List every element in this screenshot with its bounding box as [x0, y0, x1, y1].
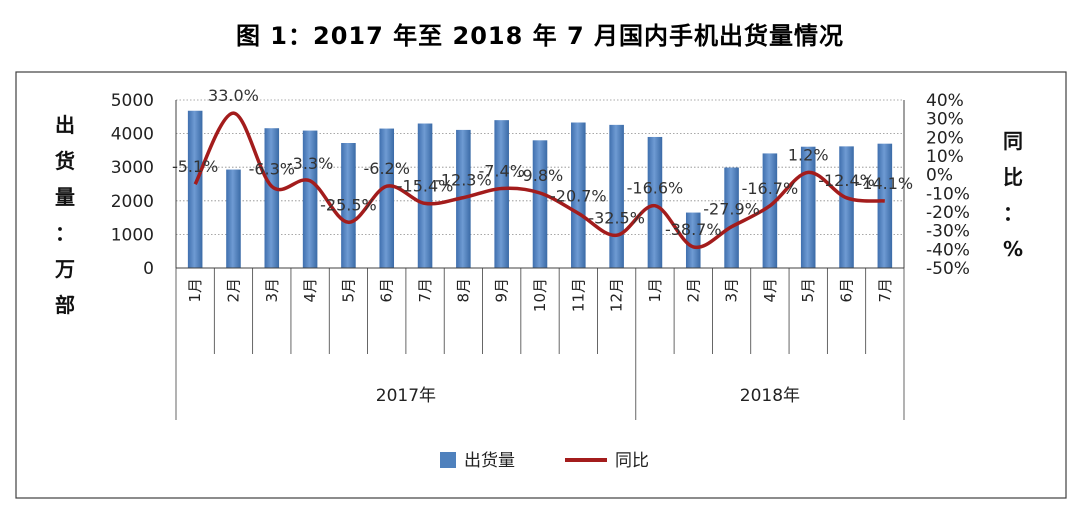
data-label-yoy: -3.3%	[287, 154, 333, 173]
legend-label-bar: 出货量	[464, 451, 515, 471]
bar-shipment	[187, 110, 203, 268]
x-category-label: 2月	[224, 278, 242, 303]
y-right-axis-title: ：	[1003, 201, 1023, 225]
bar-shipment	[264, 128, 280, 268]
data-label-yoy: -12.4%	[818, 171, 875, 190]
x-category-label: 5月	[799, 278, 817, 303]
bar-shipment	[302, 130, 318, 268]
x-category-label: 4月	[301, 278, 319, 303]
x-category-label: 6月	[838, 278, 856, 303]
y-left-axis-title: 部	[55, 293, 75, 317]
data-label-yoy: -38.7%	[665, 220, 722, 239]
bar-shipment	[839, 146, 854, 268]
bar-shipment	[341, 143, 356, 268]
x-category-label: 3月	[263, 278, 281, 303]
y-right-tick-label: 30%	[926, 110, 964, 130]
y-left-tick-label: 2000	[111, 192, 154, 212]
x-group-label: 2018年	[740, 386, 800, 406]
data-label-yoy: -9.8%	[517, 166, 563, 185]
y-right-axis-title: 比	[1003, 165, 1023, 189]
data-label-yoy: -6.3%	[249, 159, 295, 178]
x-category-label: 8月	[454, 278, 472, 303]
x-group-label: 2017年	[376, 386, 436, 406]
bar-shipment	[609, 124, 624, 268]
x-category-label: 7月	[876, 278, 894, 303]
y-right-tick-label: -50%	[926, 259, 970, 279]
bar-shipment	[494, 120, 509, 268]
bar-shipment	[800, 146, 816, 268]
data-label-yoy: -16.7%	[742, 179, 799, 198]
bar-shipment	[532, 140, 548, 268]
x-category-label: 3月	[723, 278, 741, 303]
y-left-tick-label: 5000	[111, 91, 154, 111]
data-label-yoy: -5.1%	[172, 157, 218, 176]
x-category-label: 5月	[339, 278, 357, 303]
data-label-yoy: -6.2%	[364, 159, 410, 178]
y-right-axis-title: %	[1003, 237, 1023, 261]
x-category-label: 9月	[493, 278, 511, 303]
y-left-axis-title: 出	[55, 113, 75, 137]
x-category-label: 4月	[761, 278, 779, 303]
y-right-tick-label: 10%	[926, 147, 964, 167]
data-label-yoy: -16.6%	[627, 179, 684, 198]
data-label-yoy: -32.5%	[588, 208, 645, 227]
data-label-yoy: -27.9%	[703, 200, 760, 219]
x-category-label: 1月	[186, 278, 204, 303]
y-right-tick-label: 20%	[926, 128, 964, 148]
y-right-tick-label: -10%	[926, 184, 970, 204]
y-right-axis-title: 同	[1003, 129, 1023, 153]
y-right-tick-label: 40%	[926, 91, 964, 111]
data-label-yoy: -25.5%	[320, 195, 377, 214]
data-label-yoy: -14.1%	[857, 174, 914, 193]
x-category-label: 7月	[416, 278, 434, 303]
y-right-tick-label: -30%	[926, 222, 970, 242]
x-category-label: 2月	[684, 278, 702, 303]
chart-title: 图 1：2017 年至 2018 年 7 月国内手机出货量情况	[235, 22, 845, 50]
y-left-axis-title: 万	[54, 257, 75, 281]
bar-shipment	[762, 153, 778, 268]
data-label-yoy: 1.2%	[788, 145, 829, 164]
bar-shipment	[877, 143, 893, 268]
y-left-tick-label: 4000	[111, 125, 154, 145]
data-label-yoy: 33.0%	[208, 86, 259, 105]
y-left-axis-title: 货	[55, 149, 75, 173]
y-right-tick-label: -40%	[926, 240, 970, 260]
x-category-label: 12月	[608, 278, 626, 312]
line-yoy	[193, 111, 885, 250]
data-label-yoy: -7.4%	[478, 161, 524, 180]
bar-shipment	[647, 136, 663, 268]
y-right-tick-label: 0%	[926, 166, 953, 186]
bar-shipment	[571, 122, 586, 269]
data-label-yoy: -15.4%	[397, 176, 454, 195]
bar-shipment	[724, 167, 739, 268]
x-category-label: 1月	[646, 278, 664, 303]
legend-label-line: 同比	[615, 451, 649, 471]
legend-swatch-bar	[440, 452, 456, 468]
bar-shipment	[417, 123, 433, 269]
data-label-yoy: -12.3%	[435, 171, 492, 190]
x-category-label: 11月	[569, 278, 587, 312]
y-left-tick-label: 0	[143, 259, 154, 279]
y-left-axis-title: 量	[55, 185, 75, 209]
y-left-axis-title: ：	[55, 221, 75, 245]
y-left-tick-label: 3000	[111, 158, 154, 178]
x-category-label: 10月	[531, 278, 549, 312]
data-label-yoy: -20.7%	[550, 186, 607, 205]
y-right-tick-label: -20%	[926, 203, 970, 223]
bar-shipment	[379, 128, 395, 268]
chart-outer-border	[15, 71, 1067, 499]
x-category-label: 6月	[378, 278, 396, 303]
y-left-tick-label: 1000	[111, 225, 154, 245]
bar-shipment	[685, 212, 701, 268]
bar-shipment	[226, 169, 241, 268]
